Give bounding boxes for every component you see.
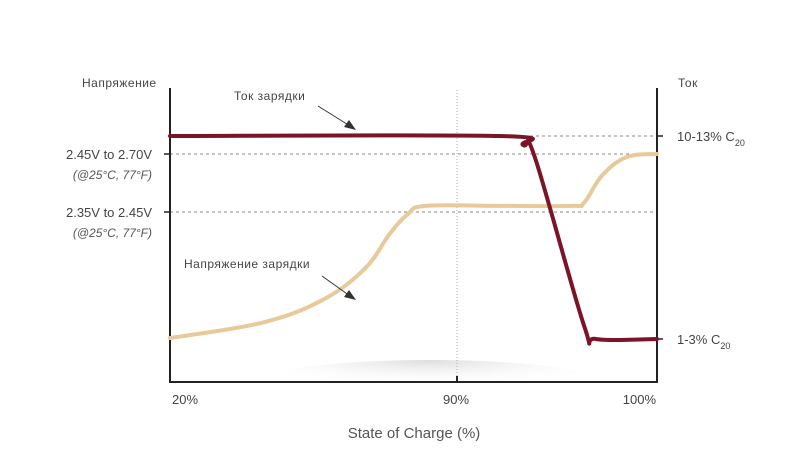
series-line-current	[168, 133, 659, 346]
series-layer	[168, 133, 659, 346]
annotation-current-label: Ток зарядки	[234, 89, 305, 103]
annotation-voltage-arrowhead	[344, 290, 356, 300]
reference-lines	[170, 90, 657, 382]
right-tick-label-high: 10-13% C20	[677, 129, 745, 148]
annotation-current: Ток зарядки	[234, 89, 356, 130]
annotation-voltage: Напряжение зарядки	[184, 257, 356, 300]
series-line-voltage	[168, 152, 659, 340]
left-tick-note-low: (@25°C, 77°F)	[73, 226, 152, 240]
right-tick-text-low: 1-3% C	[677, 332, 720, 347]
annotation-voltage-arrow	[321, 275, 351, 297]
left-tick-note-high: (@25°C, 77°F)	[73, 168, 152, 182]
right-axis-title: Ток	[678, 76, 698, 90]
left-tick-label-high: 2.45V to 2.70V	[66, 147, 152, 162]
x-tick-100: 100%	[623, 392, 657, 407]
x-tick-20: 20%	[172, 392, 198, 407]
right-tick-label-low: 1-3% C20	[677, 332, 730, 351]
x-axis-title: State of Charge (%)	[348, 425, 481, 442]
left-tick-label-low: 2.35V to 2.45V	[66, 205, 152, 220]
right-tick-text-high: 10-13% C	[677, 129, 735, 144]
right-tick-sub-high: 20	[735, 138, 745, 148]
x-tick-90: 90%	[443, 392, 469, 407]
annotation-current-arrow	[317, 105, 351, 127]
right-tick-sub-low: 20	[720, 341, 730, 351]
annotation-voltage-label: Напряжение зарядки	[184, 257, 310, 271]
left-axis-title: Напряжение	[82, 76, 157, 90]
annotation-current-arrowhead	[344, 120, 356, 130]
